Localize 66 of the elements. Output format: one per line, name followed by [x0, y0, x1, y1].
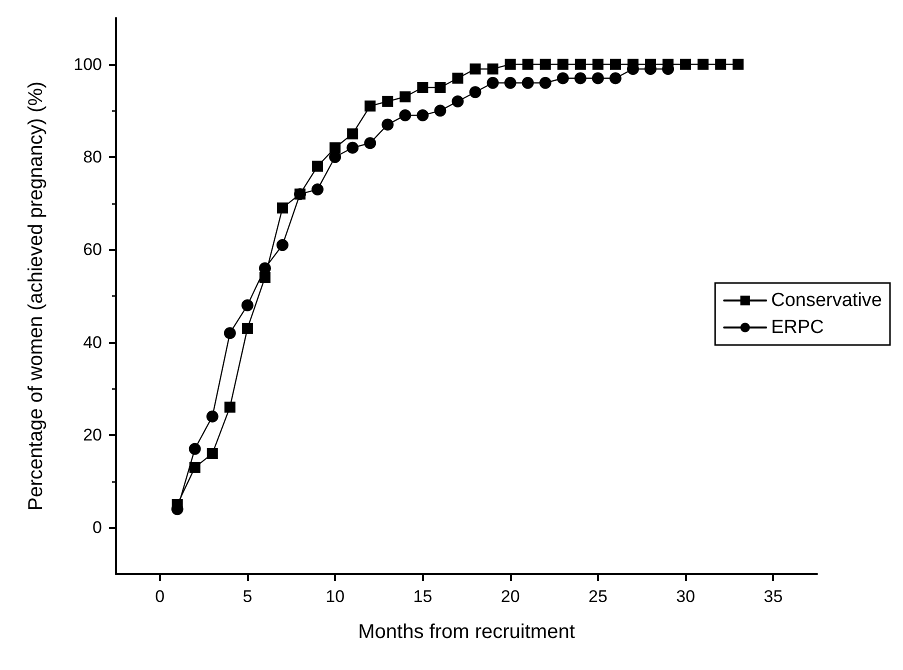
- y-tick-label: 60: [83, 240, 102, 260]
- point: [276, 239, 288, 252]
- point: [486, 76, 499, 89]
- point: [680, 58, 692, 70]
- x-tick-label: 10: [326, 587, 345, 606]
- x-tick-label: 25: [588, 587, 608, 606]
- point: [364, 137, 376, 150]
- point: [242, 322, 253, 334]
- point: [556, 72, 569, 84]
- point: [557, 58, 568, 70]
- legend-label: Conservative: [771, 290, 882, 311]
- point: [206, 448, 218, 460]
- y-tick-label: 40: [83, 332, 102, 352]
- point: [574, 58, 586, 70]
- point: [715, 58, 726, 70]
- point: [224, 327, 236, 340]
- x-tick-label: 15: [413, 587, 432, 606]
- point: [400, 91, 411, 102]
- point: [346, 142, 359, 154]
- point: [276, 202, 288, 214]
- point: [312, 183, 324, 196]
- point: [399, 109, 412, 122]
- point: [504, 58, 516, 70]
- point: [539, 76, 552, 89]
- point: [540, 58, 551, 70]
- point: [382, 118, 394, 131]
- point: [470, 63, 481, 74]
- x-tick-label: 5: [242, 587, 252, 606]
- y-tick-label: 100: [74, 54, 102, 74]
- point: [504, 76, 516, 89]
- point: [224, 402, 236, 413]
- point: [188, 442, 201, 455]
- y-axis-title: Percentage of women (achieved pregnancy) (%): [25, 81, 47, 511]
- point: [382, 96, 394, 107]
- x-tick-label: 20: [500, 587, 520, 606]
- point: [610, 58, 621, 70]
- point: [434, 104, 446, 117]
- y-tick-label: 80: [83, 148, 102, 166]
- point: [452, 95, 464, 108]
- x-tick-label: 35: [764, 587, 783, 606]
- point: [609, 72, 622, 84]
- legend-label: ERPC: [771, 317, 824, 338]
- point: [312, 160, 324, 172]
- y-tick-label: 20: [83, 426, 102, 444]
- point: [698, 58, 709, 70]
- x-tick-label: 30: [676, 587, 696, 606]
- point: [416, 109, 429, 122]
- point: [206, 410, 218, 422]
- y-tick-label: 0: [92, 518, 102, 538]
- x-tick-label: 0: [155, 587, 165, 606]
- x-axis-title: Months from recruitment: [358, 621, 576, 643]
- point: [469, 86, 482, 98]
- point: [452, 72, 464, 84]
- point: [364, 100, 376, 112]
- point: [574, 72, 586, 84]
- point: [522, 58, 534, 70]
- point: [592, 58, 604, 70]
- point: [189, 462, 200, 473]
- point: [347, 128, 358, 140]
- point: [487, 63, 498, 74]
- point: [417, 82, 428, 93]
- point: [241, 299, 254, 312]
- point: [592, 72, 604, 84]
- point: [732, 58, 744, 70]
- point: [434, 82, 446, 93]
- point: [522, 76, 534, 89]
